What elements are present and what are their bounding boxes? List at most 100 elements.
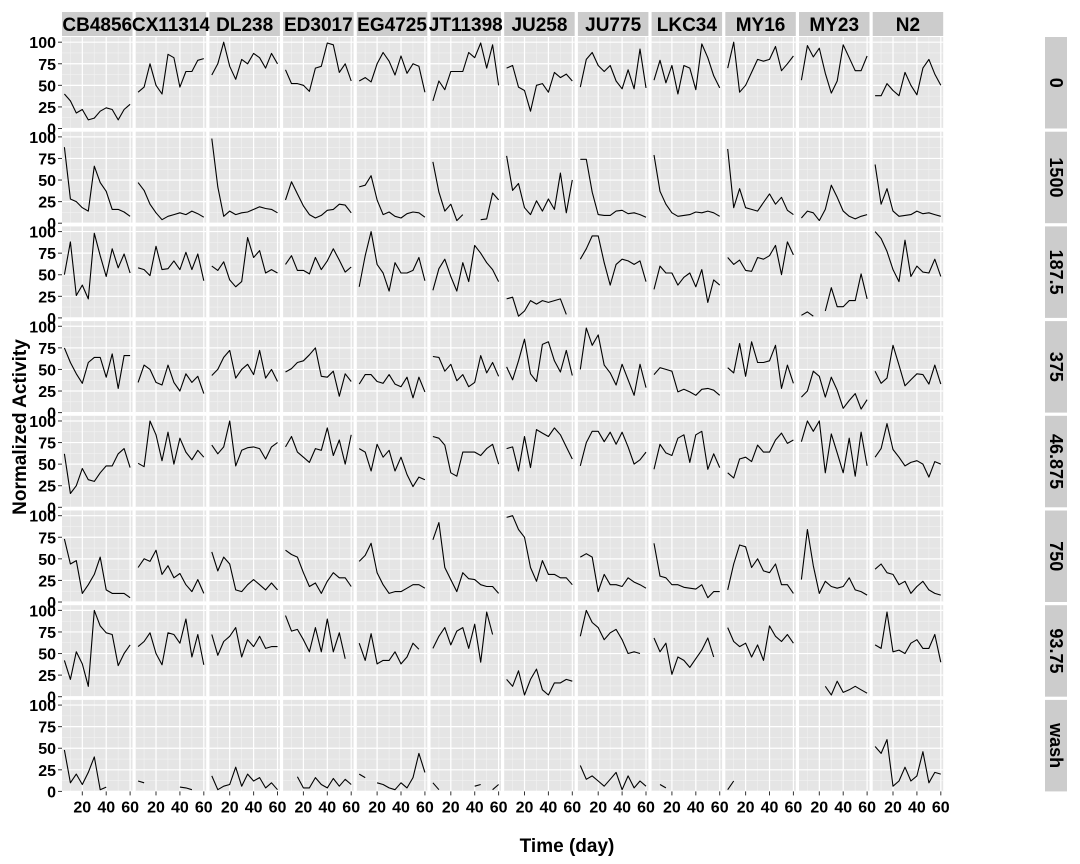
series-line [653,543,720,599]
x-tick-label: 20 [368,799,386,816]
panel [725,510,796,603]
series-line [137,364,205,394]
panel [356,37,428,130]
series-line [211,551,278,593]
panel-background [430,131,501,224]
panel [872,131,944,224]
series-line [506,64,573,112]
series-line [659,784,667,789]
panel [62,226,133,319]
panel-background [283,415,354,508]
panel-background [356,510,428,602]
panel-background [135,131,207,224]
x-tick-label: 60 [269,799,287,816]
series-line [506,427,573,472]
panel [577,510,649,603]
panel-background [283,605,354,697]
panel-background [283,131,354,224]
series-line [653,430,721,470]
y-tick-label: 100 [29,225,56,242]
series-line [432,161,464,222]
series-line [579,48,647,90]
y-tick-label: 100 [29,698,56,715]
row-strip [1045,321,1067,413]
x-tick-label: 40 [613,799,631,816]
series-line [727,241,794,276]
series-line [727,544,794,594]
panel [135,226,207,319]
panel-background [725,226,796,318]
series-line [727,432,794,479]
row-strip [1045,605,1067,697]
panel-background [135,605,207,697]
series-line [211,41,278,80]
series-line [211,627,278,658]
panel-background [62,415,133,508]
panel-background [283,37,354,129]
panel [62,415,133,508]
panel-background [135,321,207,413]
y-tick-label: 100 [29,603,56,620]
row-strip-label: 0 [1046,78,1066,88]
panel-background [651,37,723,129]
chart-panels [62,37,944,793]
x-tick-label: 20 [442,799,460,816]
panel [62,510,133,603]
row-strip-label: 46.875 [1046,434,1066,489]
series-line [579,235,647,286]
panel-background [872,699,944,792]
series-line [63,232,131,300]
y-tick-label: 0 [47,311,56,328]
series-line [358,773,366,779]
column-strip [872,12,944,36]
y-tick-label: 25 [38,289,56,306]
y-tick-label: 50 [38,78,56,95]
series-line [506,515,573,586]
panel-background [651,510,723,602]
y-tick-label: 50 [38,362,56,379]
x-tick-label: 60 [416,799,434,816]
column-strip-label: CB4856 [62,15,132,36]
panel-background [799,605,870,697]
x-tick-label: 60 [932,799,950,816]
series-line [579,609,641,655]
panel [725,131,796,224]
panel-background [504,37,575,129]
column-strip [283,12,354,36]
series-line [800,44,868,94]
panel-background [872,37,944,129]
series-line [137,245,205,281]
row-strip-label: 187.5 [1046,250,1066,295]
series-line [432,42,500,102]
series-line [727,780,735,791]
series-line [211,349,278,382]
x-tick-label: 60 [490,799,508,816]
panel-background [430,415,501,508]
panel [62,321,133,414]
panel-background [356,605,428,697]
column-strip [135,12,207,36]
x-tick-label: 60 [121,799,139,816]
series-line [580,553,647,593]
panel [651,605,723,698]
panel [577,415,649,508]
row-strip [1045,699,1067,792]
series-line [874,739,941,787]
y-axis-title: Normalized Activity [10,339,31,515]
panel [283,605,354,698]
panel [283,321,354,414]
column-strip-label: MY23 [809,15,859,36]
panel [577,226,649,319]
row-strip-labels: 0 1500 187.5 375 46.875 750 93.75 wash [1045,37,1067,792]
column-strip [799,12,870,36]
series-line [432,355,500,388]
column-strip-label: JT11398 [429,15,503,36]
y-tick-label: 25 [38,763,56,780]
x-tick-label: 60 [342,799,360,816]
panel [504,321,575,414]
series-line [801,311,814,317]
panel [872,510,944,603]
y-tick-label: 100 [29,509,56,526]
series-line [137,618,205,666]
series-line [432,611,494,663]
